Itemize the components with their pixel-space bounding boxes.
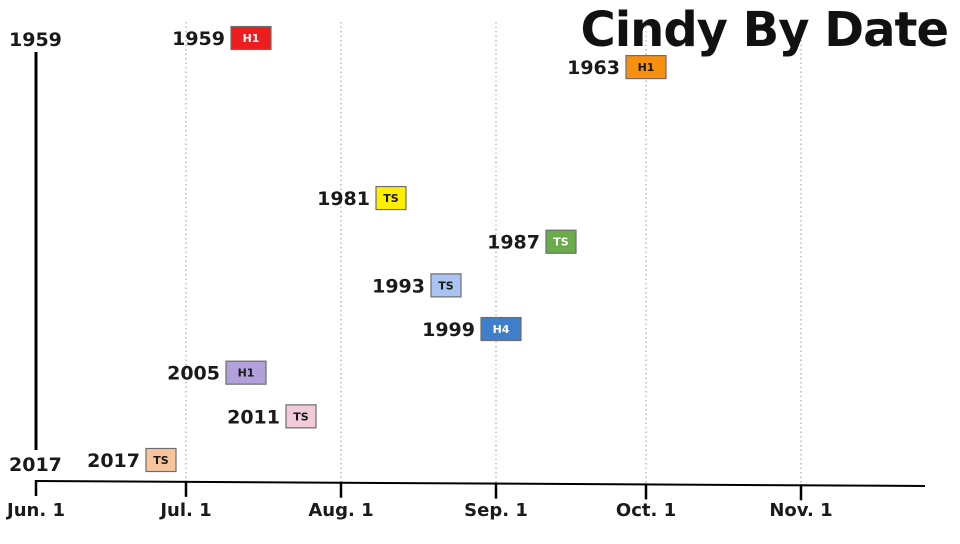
x-tick-label: Nov. 1 <box>769 500 832 521</box>
x-tick-label: Jul. 1 <box>158 500 211 521</box>
storm-category-label: TS <box>383 192 399 205</box>
storm-category-label: TS <box>153 454 169 467</box>
storm-point: 2005 H1 <box>167 360 267 385</box>
storm-category-label: H4 <box>493 323 510 336</box>
chart-title: Cindy By Date <box>580 2 949 58</box>
storm-point: 2017 TS <box>87 447 177 473</box>
storm-year-label: 1993 <box>372 275 425 297</box>
storm-point: 1999 H4 <box>422 316 522 342</box>
storm-point: 2011 TS <box>227 404 317 429</box>
storm-category-badge <box>480 316 522 342</box>
storm-year-label: 1963 <box>567 57 620 79</box>
x-tick-label: Jun. 1 <box>5 500 65 521</box>
storm-point: 1959 H1 <box>172 25 272 51</box>
storm-point: 1987 TS <box>487 229 577 254</box>
storm-category-badge <box>430 273 462 298</box>
storm-category-label: TS <box>553 236 569 249</box>
storm-year-label: 1959 <box>172 28 225 50</box>
y-axis-bottom-label: 2017 <box>9 454 62 476</box>
storm-point: 1963 H1 <box>567 55 667 80</box>
storm-year-label: 1987 <box>487 232 540 254</box>
storm-category-label: TS <box>293 410 309 423</box>
y-axis-top-label: 1959 <box>9 29 62 51</box>
storm-category-badge <box>145 447 177 473</box>
storm-category-badge <box>545 229 577 254</box>
storm-category-label: H1 <box>243 32 260 45</box>
x-tick-label: Aug. 1 <box>308 500 373 521</box>
storm-year-label: 2017 <box>87 450 140 472</box>
storm-category-label: H1 <box>238 367 255 380</box>
storm-year-label: 2011 <box>227 406 280 428</box>
storm-category-badge <box>225 360 267 385</box>
storm-category-badge <box>625 55 667 80</box>
storm-category-label: H1 <box>638 61 655 74</box>
storm-category-badge <box>375 185 407 211</box>
storm-point: 1993 TS <box>372 273 462 298</box>
storm-year-label: 2005 <box>167 363 220 385</box>
storm-category-badge <box>230 25 272 51</box>
x-tick-label: Sep. 1 <box>464 500 528 521</box>
storm-year-label: 1981 <box>317 188 370 210</box>
storm-category-label: TS <box>438 279 454 292</box>
storm-year-label: 1999 <box>422 319 475 341</box>
x-tick-label: Oct. 1 <box>616 500 676 521</box>
storm-category-badge <box>285 404 317 429</box>
x-axis-line <box>35 480 926 487</box>
storm-point: 1981 TS <box>317 185 407 211</box>
